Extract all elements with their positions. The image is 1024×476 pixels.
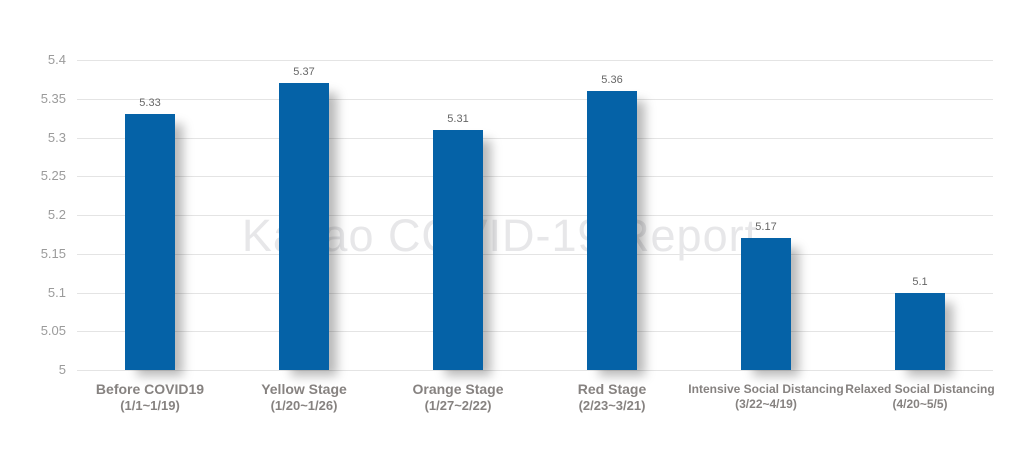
- bar: [587, 91, 637, 370]
- category-date-range: (1/1~1/19): [120, 398, 180, 413]
- x-axis-category-label: Before COVID19 (1/1~1/19): [55, 381, 245, 414]
- bar-value-label: 5.37: [293, 66, 315, 79]
- y-axis-tick-label: 5.3: [47, 129, 66, 145]
- category-name: Orange Stage: [412, 381, 504, 397]
- category-date-range: (1/27~2/22): [424, 398, 492, 413]
- category-name: Red Stage: [577, 381, 647, 397]
- y-axis-tick-label: 5.05: [40, 323, 66, 339]
- category-name: Yellow Stage: [261, 381, 347, 397]
- x-axis-category-label: Orange Stage (1/27~2/22): [363, 381, 553, 414]
- category-date-range: (4/20~5/5): [892, 397, 948, 411]
- bar: [125, 114, 175, 370]
- category-date-range: (3/22~4/19): [735, 397, 797, 411]
- bar: [433, 129, 483, 370]
- y-axis-tick-label: 5.1: [47, 284, 66, 300]
- bar: [741, 238, 791, 370]
- y-axis-tick-label: 5.15: [40, 245, 66, 261]
- gridline: [77, 253, 993, 255]
- bar: [895, 292, 945, 370]
- y-axis-tick-label: 5.2: [47, 207, 66, 222]
- x-axis-category-label: Intensive Social Distancing (3/22~4/19): [671, 381, 861, 412]
- gridline: [77, 331, 993, 333]
- bar-value-label: 5.17: [755, 221, 777, 234]
- bar-value-label: 5.1: [912, 275, 928, 288]
- bar: [279, 83, 329, 370]
- y-axis-tick-label: 5: [58, 362, 66, 377]
- category-name: Relaxed Social Distancing: [845, 382, 995, 396]
- bar-value-label: 5.36: [601, 74, 623, 86]
- gridline: [77, 292, 993, 294]
- gridline: [77, 215, 993, 216]
- category-name: Before COVID19: [95, 381, 205, 397]
- bar-value-label: 5.33: [139, 97, 161, 110]
- category-date-range: (1/20~1/26): [270, 398, 338, 413]
- y-axis-tick-label: 5.4: [47, 52, 66, 67]
- y-axis-tick-label: 5.25: [40, 168, 66, 184]
- y-axis-tick-label: 5.35: [40, 90, 66, 106]
- x-axis-category-label: Red Stage (2/23~3/21): [517, 381, 707, 414]
- gridline: [77, 137, 993, 139]
- category-date-range: (2/23~3/21): [578, 398, 646, 413]
- gridline: [77, 370, 993, 371]
- category-name: Intensive Social Distancing: [688, 382, 844, 396]
- gridline: [77, 60, 993, 61]
- bar-value-label: 5.31: [447, 112, 469, 125]
- gridline: [77, 176, 993, 178]
- x-axis-category-label: Relaxed Social Distancing (4/20~5/5): [825, 381, 1015, 412]
- x-axis-category-label: Yellow Stage (1/20~1/26): [209, 381, 399, 414]
- gridline: [77, 98, 993, 100]
